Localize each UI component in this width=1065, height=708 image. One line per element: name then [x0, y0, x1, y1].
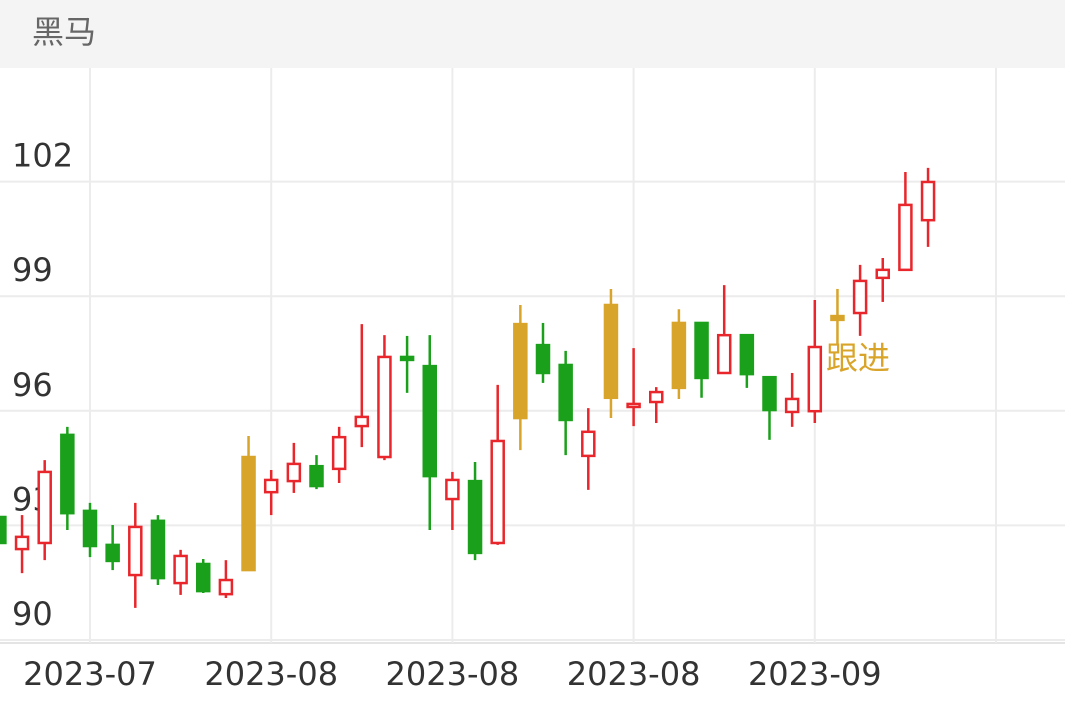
- page-title: 黑马: [32, 13, 96, 51]
- candle-body: [263, 478, 279, 494]
- x-tick-label: 2023-07: [23, 655, 157, 693]
- x-tick-label: 2023-09: [748, 655, 882, 693]
- candle-body: [558, 363, 573, 422]
- candle-body: [513, 322, 528, 420]
- candle-body: [535, 343, 551, 375]
- x-tick-label: 2023-08: [386, 655, 520, 693]
- candle-body: [286, 462, 302, 483]
- candle-body: [422, 364, 437, 478]
- candle-body: [762, 375, 777, 412]
- y-tick-label: 99: [12, 251, 53, 289]
- candle-body: [331, 435, 347, 471]
- candle-body: [830, 314, 845, 322]
- candle-body: [241, 455, 256, 572]
- candle-body: [581, 430, 596, 458]
- x-tick-label: 2023-08: [204, 655, 338, 693]
- y-tick-label: 90: [12, 595, 53, 633]
- candle-body: [354, 415, 370, 428]
- candle-body: [626, 402, 641, 409]
- candle-body: [128, 525, 143, 577]
- candle-body: [14, 535, 30, 551]
- annotation: 跟进: [826, 339, 890, 377]
- candle-body: [445, 478, 460, 501]
- candle-body: [0, 515, 7, 545]
- candle-body: [694, 321, 709, 380]
- candle-body: [490, 439, 505, 545]
- candle-body: [603, 303, 619, 400]
- candle-body: [920, 180, 936, 222]
- candle-body: [898, 203, 913, 272]
- candle-body: [196, 562, 211, 593]
- y-tick-label: 96: [12, 366, 53, 404]
- candle-body: [218, 578, 234, 596]
- candle-body: [671, 321, 687, 390]
- candle-body: [467, 479, 483, 555]
- candle-body: [173, 554, 188, 585]
- candle-body: [37, 470, 52, 545]
- candle-body: [649, 390, 664, 404]
- candle-body: [150, 519, 166, 580]
- y-tick-label: 102: [12, 137, 73, 175]
- candle-body: [716, 333, 732, 375]
- candle-body: [784, 397, 800, 414]
- candle-body: [875, 268, 890, 280]
- candle-body: [807, 345, 823, 413]
- candle-body: [309, 464, 324, 488]
- candle-body: [60, 433, 75, 515]
- candle-body: [852, 279, 868, 315]
- x-tick-label: 2023-08: [567, 655, 701, 693]
- candle-body: [739, 333, 755, 376]
- header-bar: [0, 0, 1065, 68]
- candle-body: [82, 509, 98, 548]
- candle-body: [377, 355, 392, 459]
- candle-body: [399, 355, 415, 362]
- candle-body: [105, 543, 120, 563]
